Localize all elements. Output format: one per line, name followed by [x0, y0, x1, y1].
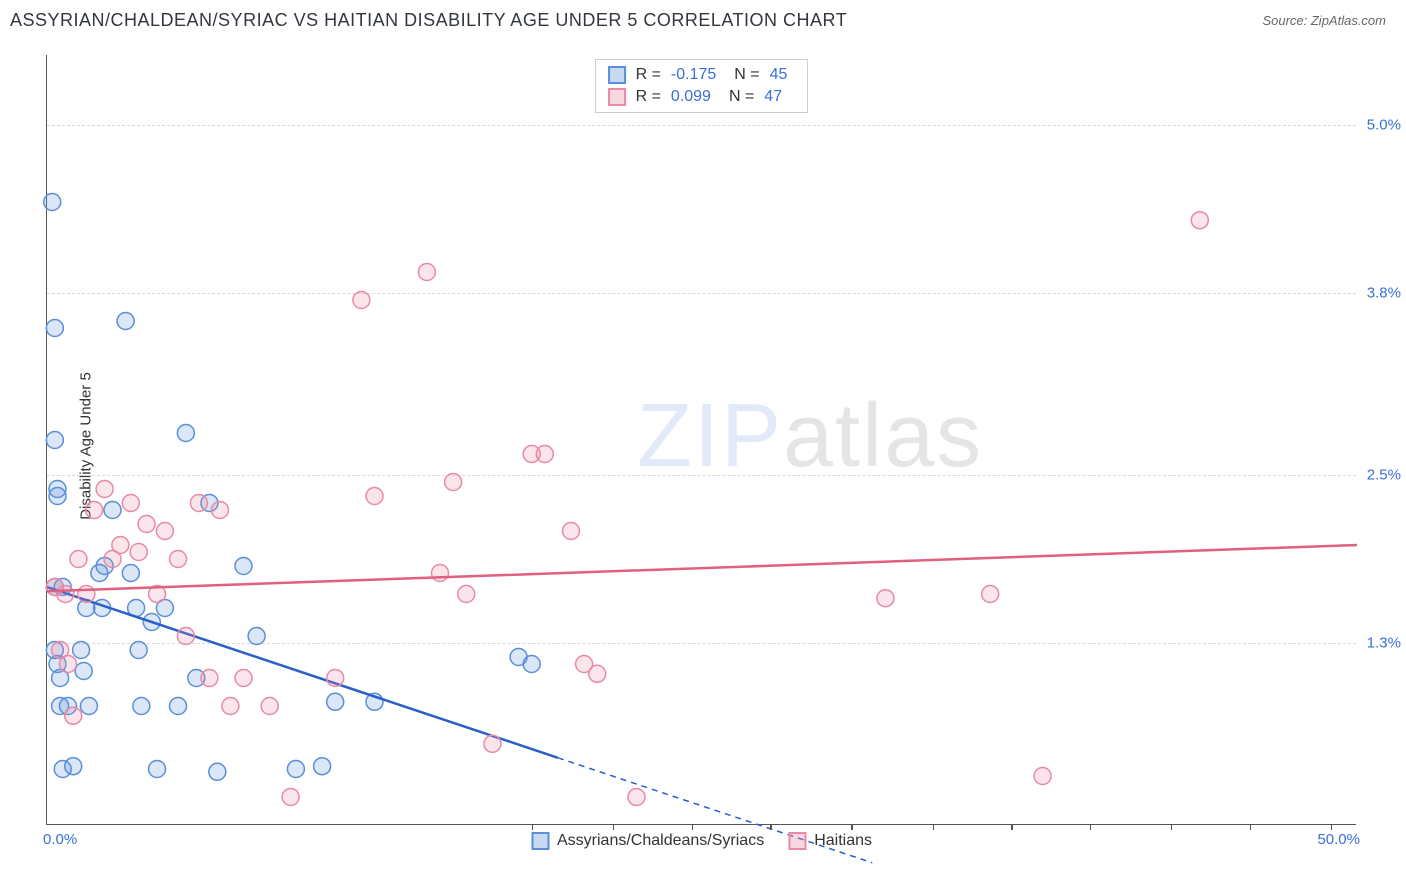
data-point — [211, 502, 228, 519]
plot-area: ZIPatlas 1.3%2.5%3.8%5.0% R =-0.175 N =4… — [46, 55, 1356, 825]
data-point — [75, 663, 92, 680]
data-point — [170, 698, 187, 715]
data-point — [46, 432, 63, 449]
data-point — [156, 523, 173, 540]
data-point — [59, 656, 76, 673]
data-point — [484, 735, 501, 752]
data-point — [112, 537, 129, 554]
data-point — [982, 586, 999, 603]
swatch-icon — [608, 66, 626, 84]
data-point — [418, 264, 435, 281]
data-point — [628, 789, 645, 806]
data-point — [117, 313, 134, 330]
data-point — [57, 586, 74, 603]
y-tick-label: 2.5% — [1367, 467, 1401, 484]
x-axis-max-label: 50.0% — [1317, 831, 1360, 848]
data-point — [209, 763, 226, 780]
data-point — [282, 789, 299, 806]
stats-legend-box: R =-0.175 N =45 R =0.099 N =47 — [595, 59, 809, 113]
data-point — [65, 758, 82, 775]
data-point — [86, 502, 103, 519]
data-point — [177, 425, 194, 442]
data-point — [96, 481, 113, 498]
data-point — [130, 642, 147, 659]
data-point — [353, 292, 370, 309]
data-point — [327, 670, 344, 687]
data-point — [877, 590, 894, 607]
data-point — [563, 523, 580, 540]
data-point — [80, 698, 97, 715]
swatch-icon — [531, 832, 549, 850]
data-point — [201, 670, 218, 687]
data-point — [122, 495, 139, 512]
data-point — [458, 586, 475, 603]
data-point — [261, 698, 278, 715]
data-point — [235, 670, 252, 687]
data-point — [73, 642, 90, 659]
y-tick-label: 3.8% — [1367, 285, 1401, 302]
y-tick-label: 5.0% — [1367, 117, 1401, 134]
data-point — [130, 544, 147, 561]
data-point — [523, 656, 540, 673]
chart-title: ASSYRIAN/CHALDEAN/SYRIAC VS HAITIAN DISA… — [10, 10, 847, 31]
data-point — [133, 698, 150, 715]
data-point — [432, 565, 449, 582]
data-point — [536, 446, 553, 463]
data-point — [149, 761, 166, 778]
y-tick-label: 1.3% — [1367, 635, 1401, 652]
data-point — [366, 488, 383, 505]
data-point — [49, 488, 66, 505]
legend-item-2: Haitians — [788, 832, 872, 850]
data-point — [122, 565, 139, 582]
data-point — [65, 707, 82, 724]
data-point — [445, 474, 462, 491]
stats-row-series-2: R =0.099 N =47 — [608, 86, 796, 108]
data-point — [287, 761, 304, 778]
data-point — [138, 516, 155, 533]
stats-row-series-1: R =-0.175 N =45 — [608, 64, 796, 86]
data-point — [104, 502, 121, 519]
data-point — [177, 628, 194, 645]
swatch-icon — [608, 88, 626, 106]
bottom-legend: Assyrians/Chaldeans/Syriacs Haitians — [531, 832, 872, 850]
data-point — [1191, 212, 1208, 229]
legend-item-1: Assyrians/Chaldeans/Syriacs — [531, 832, 764, 850]
data-point — [78, 586, 95, 603]
source-label: Source: ZipAtlas.com — [1262, 13, 1386, 28]
trend-line — [47, 587, 558, 758]
data-point — [327, 693, 344, 710]
data-point — [314, 758, 331, 775]
x-axis-min-label: 0.0% — [43, 831, 77, 848]
data-point — [222, 698, 239, 715]
data-point — [44, 194, 61, 211]
data-point — [248, 628, 265, 645]
data-point — [1034, 768, 1051, 785]
data-point — [170, 551, 187, 568]
data-point — [235, 558, 252, 575]
swatch-icon — [788, 832, 806, 850]
data-point — [46, 320, 63, 337]
data-point — [190, 495, 207, 512]
data-point — [589, 665, 606, 682]
scatter-chart — [47, 55, 1356, 824]
data-point — [70, 551, 87, 568]
